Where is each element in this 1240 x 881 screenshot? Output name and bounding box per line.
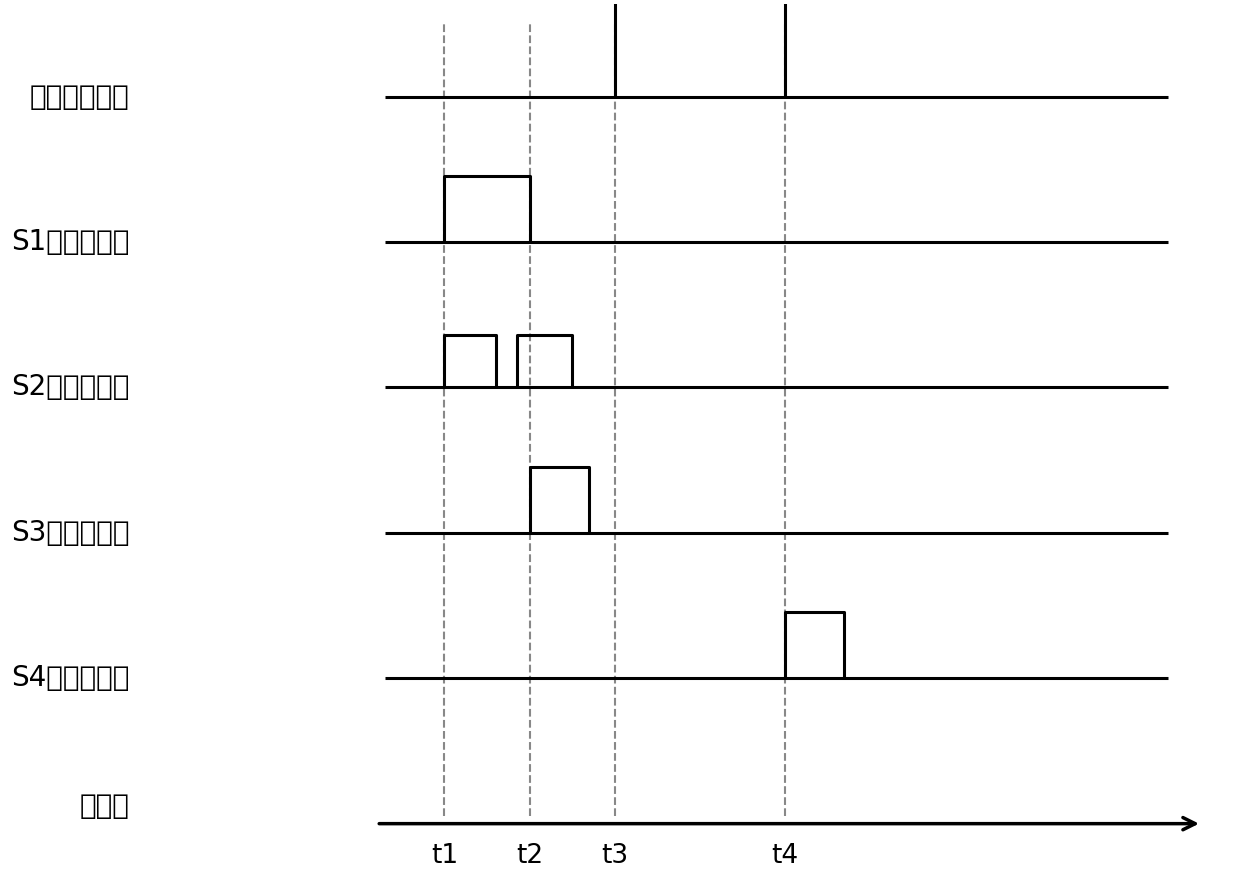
Text: t3: t3 [601,843,629,870]
Text: S3的接通信号: S3的接通信号 [11,519,130,547]
Text: 时间轴: 时间轴 [79,792,130,820]
Text: 起搊控制信号: 起搊控制信号 [30,83,130,111]
Text: t4: t4 [771,843,799,870]
Text: t2: t2 [516,843,543,870]
Text: S1的接通信号: S1的接通信号 [11,228,130,256]
Text: S2的接通信号: S2的接通信号 [11,374,130,402]
Text: S4的接通信号: S4的接通信号 [11,664,130,692]
Text: t1: t1 [432,843,458,870]
